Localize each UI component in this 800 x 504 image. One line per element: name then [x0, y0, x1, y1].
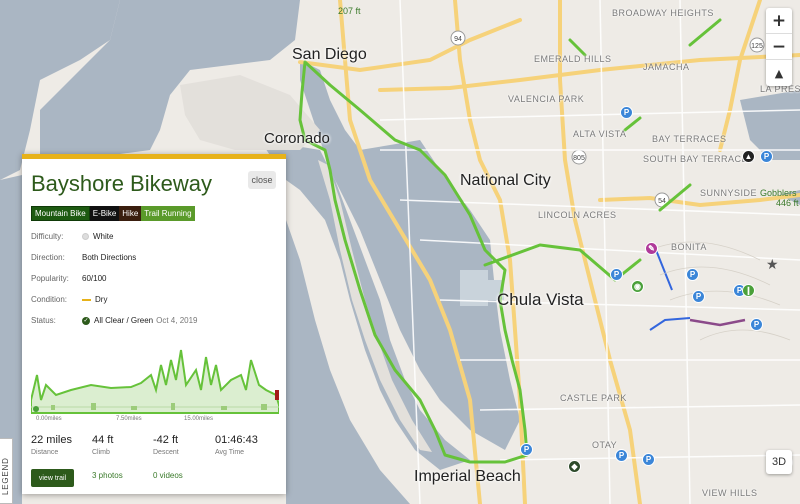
condition-label: Condition:: [31, 295, 68, 304]
place-valencia-park: VALENCIA PARK: [508, 94, 585, 104]
highway-shield-125: 125: [751, 43, 763, 50]
direction-label: Direction:: [31, 253, 65, 262]
status-value: All Clear / Green: [94, 316, 154, 325]
difficulty-dot-icon: [82, 233, 89, 240]
stat-distance-caption: Distance: [31, 449, 59, 456]
place-south-bay-terraces: SOUTH BAY TERRACES: [643, 154, 755, 164]
place-chula-vista: Chula Vista: [497, 290, 584, 309]
place-bay-terraces: BAY TERRACES: [652, 134, 727, 144]
close-button[interactable]: close: [248, 171, 276, 189]
place-otay: OTAY: [592, 440, 618, 450]
place-gobblers-elevation: 446 ft: [776, 198, 799, 208]
tag-hike[interactable]: Hike: [119, 206, 142, 221]
tag-mountain-bike[interactable]: Mountain Bike: [31, 206, 90, 221]
restroom-pin[interactable]: ❙: [742, 284, 755, 297]
3d-toggle-button[interactable]: 3D: [766, 450, 792, 474]
trailhead-pin[interactable]: ✎: [645, 242, 658, 255]
parking-pin[interactable]: P: [615, 449, 628, 462]
condition-dash-icon: [82, 298, 91, 301]
stat-avg-time: 01:46:43 Avg Time: [215, 434, 258, 456]
trail-title: Bayshore Bikeway: [31, 171, 212, 196]
popularity-value: 60/100: [82, 274, 107, 283]
stat-climb-value: 44 ft: [92, 434, 114, 446]
place-sunnyside: SUNNYSIDE: [700, 188, 758, 198]
place-view-hills: VIEW HILLS: [702, 488, 758, 498]
stat-descent-caption: Descent: [153, 449, 179, 456]
highway-shield-94: 94: [454, 36, 462, 43]
direction-row: Direction: Both Directions: [31, 253, 136, 262]
place-gobblers: Gobblers: [760, 188, 797, 198]
direction-value: Both Directions: [82, 253, 137, 262]
difficulty-row: Difficulty: White: [31, 232, 113, 241]
activity-tags: Mountain Bike E-Bike Hike Trail Running: [31, 206, 195, 221]
legend-tab[interactable]: LEGEND: [0, 438, 13, 504]
condition-value: Dry: [95, 295, 108, 304]
place-lincoln-acres: LINCOLN ACRES: [538, 210, 617, 220]
elevation-axis-start: 0.00miles: [36, 416, 62, 422]
place-national-city: National City: [460, 172, 551, 189]
elevation-axis-mid: 7.50miles: [116, 416, 142, 422]
status-row: Status: ✓ All Clear / Green Oct 4, 2019: [31, 316, 198, 325]
check-icon: ✓: [82, 316, 90, 325]
elevation-axis-end: 15.00miles: [184, 416, 214, 422]
stat-distance: 22 miles Distance: [31, 434, 72, 456]
place-bonita: BONITA: [671, 242, 707, 252]
difficulty-value: White: [93, 232, 114, 241]
star-icon[interactable]: ★: [766, 256, 779, 272]
place-san-diego: San Diego: [292, 46, 367, 63]
popularity-row: Popularity: 60/100: [31, 274, 106, 283]
stat-avg-time-value: 01:46:43: [215, 434, 258, 446]
condition-row: Condition: Dry: [31, 295, 107, 304]
place-alta-vista: ALTA VISTA: [573, 129, 627, 139]
popularity-label: Popularity:: [31, 274, 69, 283]
tag-trail-running[interactable]: Trail Running: [141, 206, 195, 221]
stat-distance-value: 22 miles: [31, 434, 72, 446]
place-peak-elevation: 207 ft: [338, 6, 361, 16]
place-imperial-beach: Imperial Beach: [414, 468, 521, 485]
difficulty-label: Difficulty:: [31, 232, 64, 241]
compass-button[interactable]: ▲: [774, 66, 784, 80]
view-trail-button[interactable]: view trail: [31, 469, 74, 487]
bike-shop-pin[interactable]: ◆: [568, 460, 581, 473]
place-emerald-hills: EMERALD HILLS: [534, 54, 612, 64]
place-jamacha: JAMACHA: [643, 62, 690, 72]
photos-link[interactable]: 3 photos: [92, 471, 123, 480]
highway-shield-805: 805: [573, 155, 585, 162]
tag-e-bike[interactable]: E-Bike: [89, 206, 120, 221]
trail-info-card: Bayshore Bikeway close Mountain Bike E-B…: [22, 154, 286, 494]
campground-pin[interactable]: ▲: [742, 150, 755, 163]
parking-pin[interactable]: P: [686, 268, 699, 281]
parking-pin[interactable]: P: [760, 150, 773, 163]
stat-descent: -42 ft Descent: [153, 434, 179, 456]
stat-climb: 44 ft Climb: [92, 434, 113, 456]
parking-pin[interactable]: P: [610, 268, 623, 281]
parking-pin[interactable]: P: [620, 106, 633, 119]
zoom-control: + − ▲: [766, 8, 792, 86]
place-broadway-heights: BROADWAY HEIGHTS: [612, 8, 714, 18]
viewpoint-pin[interactable]: ◉: [631, 280, 644, 293]
status-date: Oct 4, 2019: [156, 316, 198, 325]
parking-pin[interactable]: P: [520, 443, 533, 456]
parking-pin[interactable]: P: [692, 290, 705, 303]
status-label: Status:: [31, 316, 56, 325]
zoom-in-button[interactable]: +: [766, 8, 792, 34]
parking-pin[interactable]: P: [750, 318, 763, 331]
elevation-profile[interactable]: [31, 345, 279, 415]
legend-label: LEGEND: [1, 457, 10, 495]
parking-pin[interactable]: P: [642, 453, 655, 466]
highway-shield-54: 54: [658, 198, 666, 205]
stat-avg-time-caption: Avg Time: [215, 449, 245, 456]
place-castle-park: CASTLE PARK: [560, 393, 627, 403]
stat-climb-caption: Climb: [92, 449, 110, 456]
zoom-out-button[interactable]: −: [766, 34, 792, 60]
place-la-presa: LA PRESA: [760, 84, 800, 94]
stat-descent-value: -42 ft: [153, 434, 179, 446]
videos-link[interactable]: 0 videos: [153, 471, 183, 480]
place-coronado: Coronado: [264, 130, 330, 147]
